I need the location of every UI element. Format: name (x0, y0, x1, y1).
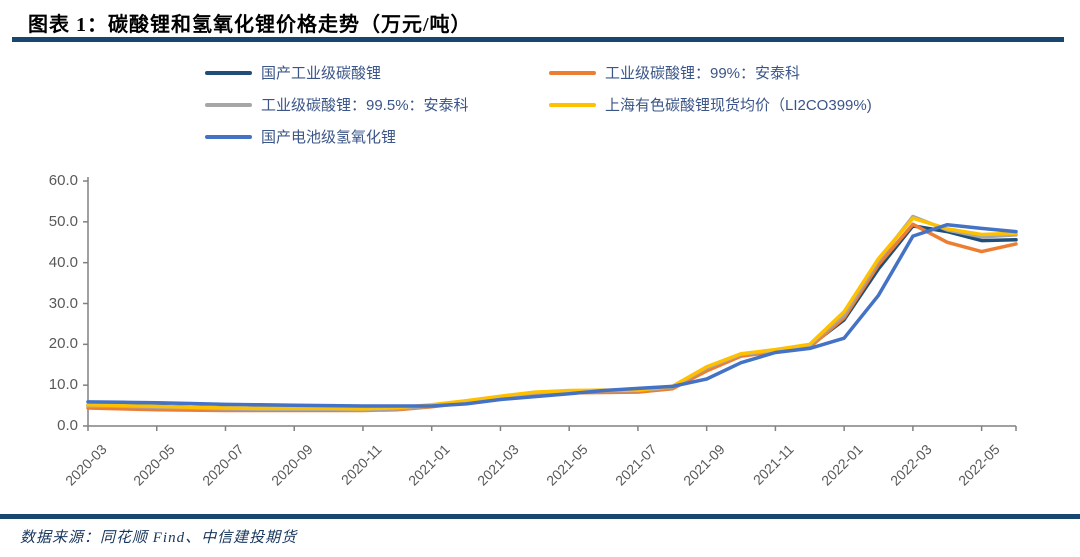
legend-line-swatch (205, 102, 252, 107)
series-line (86, 216, 1018, 411)
legend-label: 工业级碳酸锂：99%：安泰科 (605, 65, 801, 82)
legend-item: 国产电池级氢氧化锂 (205, 126, 549, 147)
legend-label: 上海有色碳酸锂现货均价（LI2CO399%) (605, 97, 872, 114)
title-divider (12, 37, 1064, 42)
y-axis-tick-label: 60.0 (48, 172, 78, 189)
y-axis-tick-label: 50.0 (48, 212, 78, 230)
legend-line-swatch (205, 70, 252, 75)
footer-divider (0, 514, 1080, 519)
data-source: 数据来源：同花顺 Find、中信建投期货 (20, 530, 298, 546)
legend-line-swatch (549, 102, 596, 107)
series-line (86, 222, 1018, 413)
series-line (86, 214, 1018, 412)
legend-label: 工业级碳酸锂：99.5%：安泰科 (261, 97, 469, 114)
legend-line-swatch (549, 70, 596, 75)
y-axis-tick-label: 10.0 (48, 376, 78, 394)
chart-title: 图表 1：碳酸锂和氢氧化锂价格走势（万元/吨） (28, 14, 472, 36)
legend-item: 上海有色碳酸锂现货均价（LI2CO399%) (549, 94, 872, 115)
y-axis-tick-label: 30.0 (48, 294, 78, 312)
series-line (86, 222, 1018, 408)
legend-label: 国产工业级碳酸锂 (261, 65, 382, 82)
series-line (86, 224, 1018, 411)
legend-label: 国产电池级氢氧化锂 (261, 129, 397, 146)
y-axis-tick-label: 20.0 (48, 335, 78, 353)
chart-legend: 国产工业级碳酸锂 工业级碳酸锂：99%：安泰科工业级碳酸锂：99.5%：安泰科 上海… (205, 62, 872, 147)
legend-item: 工业级碳酸锂：99%：安泰科 (549, 62, 872, 83)
legend-item: 国产工业级碳酸锂 (205, 62, 549, 83)
y-axis-tick-label: 0.0 (57, 417, 78, 434)
legend-item: 工业级碳酸锂：99.5%：安泰科 (205, 94, 549, 115)
y-axis-tick-label: 40.0 (48, 253, 78, 271)
legend-line-swatch (205, 134, 252, 139)
